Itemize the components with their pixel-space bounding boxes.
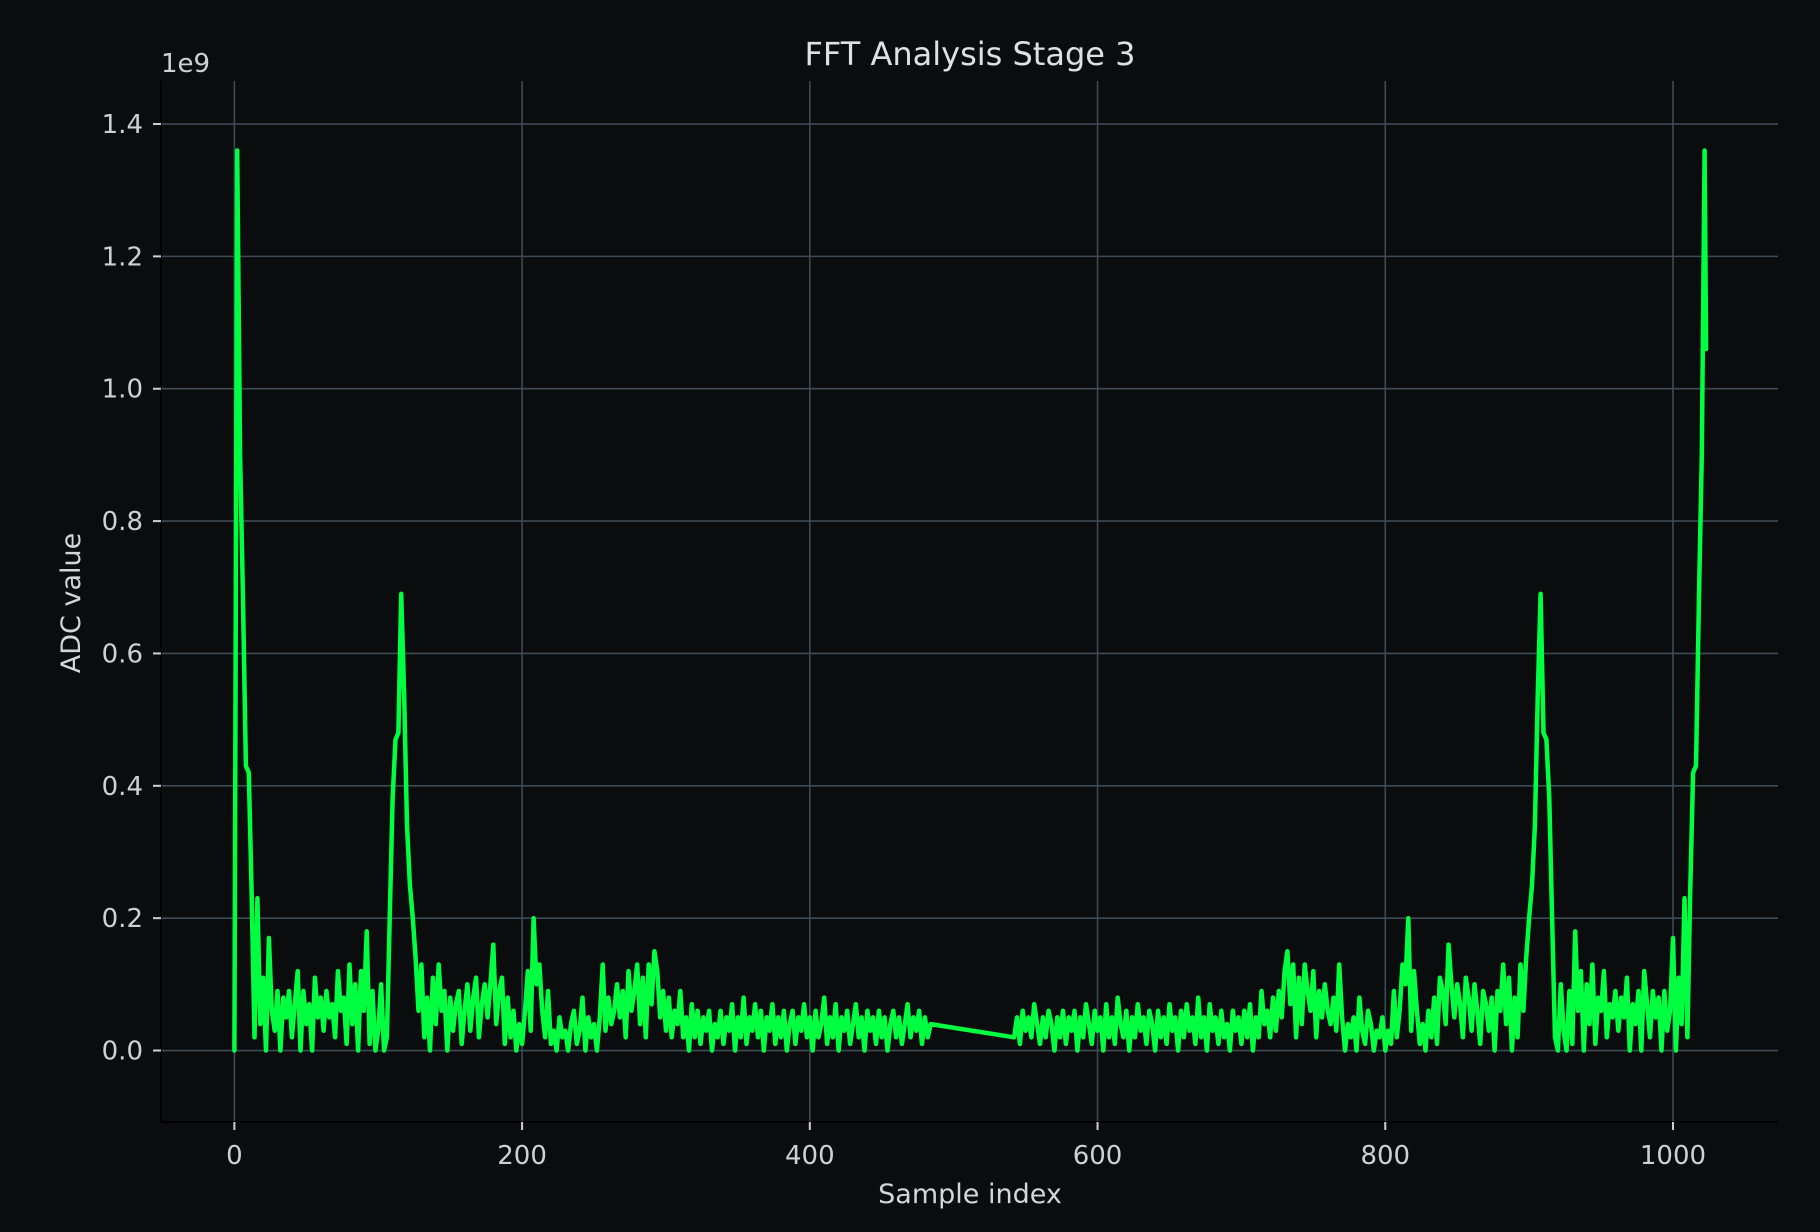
x-axis-title: Sample index <box>878 1179 1062 1210</box>
y-tick-label: 1.2 <box>102 242 143 272</box>
plot-area <box>232 148 1709 1053</box>
data-series-line <box>232 148 1709 1053</box>
x-axis-ticks: 0 200 400 600 800 1000 <box>226 1122 1706 1171</box>
y-tick-label: 1.4 <box>102 110 143 140</box>
x-tick-label: 600 <box>1073 1141 1123 1171</box>
y-tick-label: 0.4 <box>102 772 143 802</box>
x-tick-label: 1000 <box>1640 1141 1706 1171</box>
axes-spines <box>160 81 1778 1123</box>
y-tick-label: 0.6 <box>102 639 143 669</box>
y-tick-label: 0.0 <box>102 1037 143 1067</box>
y-tick-label: 0.8 <box>102 507 143 537</box>
x-tick-label: 0 <box>226 1141 243 1171</box>
x-tick-label: 400 <box>785 1141 835 1171</box>
x-tick-label: 800 <box>1360 1141 1410 1171</box>
gridlines <box>161 81 1778 1122</box>
y-axis-ticks: 0.0 0.2 0.4 0.6 0.8 1.0 1.2 1.4 <box>102 110 161 1067</box>
x-tick-label: 200 <box>497 1141 547 1171</box>
chart-title: FFT Analysis Stage 3 <box>805 35 1136 73</box>
y-axis-title: ADC value <box>56 533 87 673</box>
y-axis-offset-label: 1e9 <box>161 49 210 79</box>
y-tick-label: 1.0 <box>102 375 143 405</box>
y-tick-label: 0.2 <box>102 904 143 934</box>
